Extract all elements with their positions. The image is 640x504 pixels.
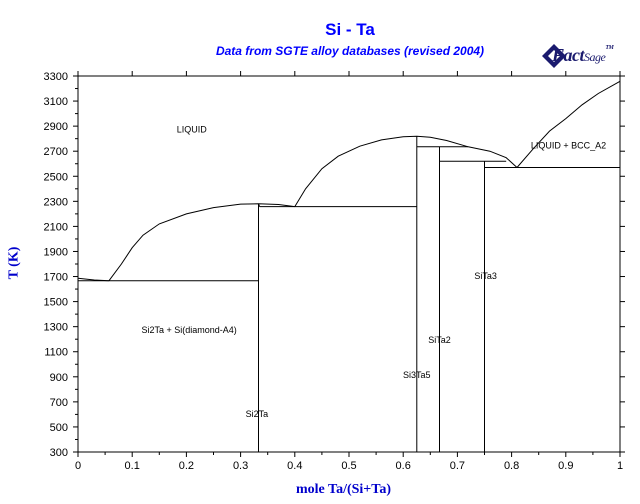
y-tick-label: 700 <box>50 397 68 409</box>
y-tick-label: 1100 <box>44 347 68 359</box>
region-label: Si2Ta <box>246 409 269 419</box>
region-label: SiTa3 <box>474 271 497 281</box>
y-tick-label: 1700 <box>44 272 68 284</box>
liquidus-curve <box>108 203 295 282</box>
region-label: Si3Ta5 <box>403 370 431 380</box>
y-tick-label: 1300 <box>44 322 68 334</box>
y-tick-label: 2500 <box>44 171 68 183</box>
y-tick-label: 2300 <box>44 196 68 208</box>
region-label: Si2Ta + Si(diamond-A4) <box>141 325 236 335</box>
logo-word-fact: Fact <box>552 45 585 65</box>
x-tick-label: 0.4 <box>287 460 302 472</box>
y-tick-label: 3300 <box>44 71 68 83</box>
x-tick-label: 0.1 <box>125 460 140 472</box>
chart-title: Si - Ta <box>325 20 375 39</box>
y-tick-label: 2100 <box>44 221 68 233</box>
y-tick-label: 2700 <box>44 146 68 158</box>
y-tick-label: 3100 <box>44 96 68 108</box>
y-tick-label: 900 <box>50 372 68 384</box>
x-tick-label: 0.8 <box>504 460 519 472</box>
y-tick-label: 300 <box>50 447 68 459</box>
y-axis-label: T (K) <box>6 246 22 280</box>
x-tick-label: 0.7 <box>450 460 465 472</box>
liquidus-curve <box>77 277 109 282</box>
x-tick-label: 1 <box>617 460 623 472</box>
x-tick-label: 0 <box>75 460 81 472</box>
x-axis-label: mole Ta/(Si+Ta) <box>296 482 391 497</box>
x-tick-label: 0.6 <box>396 460 411 472</box>
y-tick-label: 1900 <box>44 246 68 258</box>
liquidus-curve <box>294 135 518 207</box>
y-tick-label: 500 <box>50 422 68 434</box>
chart-subtitle: Data from SGTE alloy databases (revised … <box>215 44 485 58</box>
y-tick-label: 2900 <box>44 121 68 133</box>
x-tick-label: 0.5 <box>341 460 356 472</box>
factsage-logo-icon <box>542 44 566 68</box>
factsage-logo: FactSageTM <box>538 38 632 74</box>
logo-wordmark: FactSageTM <box>552 45 614 66</box>
region-label: LIQUID <box>177 124 208 134</box>
plot-frame <box>77 75 621 453</box>
x-tick-label: 0.2 <box>179 460 194 472</box>
logo-word-sage: Sage <box>584 50 606 64</box>
x-tick-label: 0.9 <box>558 460 573 472</box>
logo-trademark: TM <box>605 45 614 51</box>
region-label: LIQUID + BCC_A2 <box>531 141 606 151</box>
liquidus-curve <box>516 80 621 168</box>
y-tick-label: 1500 <box>44 297 68 309</box>
x-tick-label: 0.3 <box>233 460 248 472</box>
region-label: SiTa2 <box>428 335 451 345</box>
